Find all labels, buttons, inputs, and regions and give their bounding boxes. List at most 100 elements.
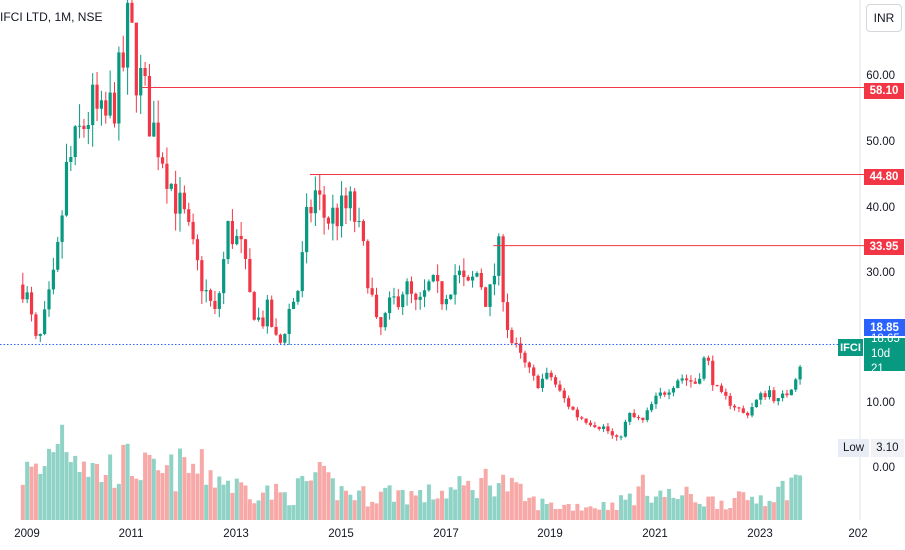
volume-bar xyxy=(780,480,785,520)
volume-bar xyxy=(204,484,209,520)
candle-body xyxy=(794,379,798,390)
last-price: 18.65 xyxy=(871,333,900,345)
candle-body xyxy=(21,284,25,300)
volume-bar xyxy=(562,504,567,520)
candle-body xyxy=(610,431,614,436)
volume-bar xyxy=(675,499,680,520)
volume-bar xyxy=(287,505,292,520)
candle-body xyxy=(519,343,523,353)
volume-bar xyxy=(112,487,117,520)
candle-body xyxy=(597,427,601,430)
volume-bar xyxy=(448,487,453,520)
candle-body xyxy=(353,191,357,222)
candle-body xyxy=(466,277,470,281)
level-price-badge[interactable]: 58.10 xyxy=(864,83,904,99)
volume-bar xyxy=(348,494,353,520)
candle-body xyxy=(741,408,745,413)
volume-bar xyxy=(352,500,357,520)
volume-bar xyxy=(518,483,523,520)
volume-bar xyxy=(99,482,104,520)
level-price-badge[interactable]: 33.95 xyxy=(864,239,904,255)
currency-button[interactable]: INR xyxy=(866,4,902,32)
volume-bar xyxy=(544,503,549,520)
candle-body xyxy=(43,309,47,335)
volume-bar xyxy=(121,444,126,520)
volume-bar xyxy=(182,457,187,520)
volume-bar xyxy=(553,509,558,520)
volume-bar xyxy=(461,485,466,520)
candle-body xyxy=(523,352,527,363)
volume-bar xyxy=(378,491,383,520)
candle-body xyxy=(536,375,540,389)
volume-bar xyxy=(309,480,314,520)
candle-body xyxy=(191,221,195,240)
volume-bar xyxy=(247,499,252,520)
volume-bar xyxy=(339,486,344,520)
candle-body xyxy=(549,372,553,378)
volume-bar xyxy=(728,508,733,520)
candle-body xyxy=(29,292,34,315)
volume-bar xyxy=(191,463,196,520)
volume-bar xyxy=(95,463,100,520)
candle-body xyxy=(514,343,518,345)
candle-body xyxy=(436,275,440,282)
time-axis-label: 202 xyxy=(848,528,868,540)
time-axis-label: 2011 xyxy=(118,528,144,540)
candle-body xyxy=(453,275,457,295)
volume-bar xyxy=(736,491,741,520)
volume-bar xyxy=(125,443,130,520)
volume-bar xyxy=(688,494,693,520)
candle-body xyxy=(789,389,793,396)
volume-bar xyxy=(693,502,698,520)
candle-body xyxy=(405,281,409,295)
candle-body xyxy=(593,425,597,428)
candle-body xyxy=(47,289,51,310)
candle-body xyxy=(283,333,287,343)
candle-body xyxy=(632,412,636,418)
volume-bar xyxy=(343,490,348,520)
volume-bar xyxy=(653,496,658,520)
volume-bar xyxy=(540,498,545,520)
candle-body xyxy=(204,290,208,292)
candle-body xyxy=(615,435,619,437)
candle-body xyxy=(667,392,671,395)
volume-bar xyxy=(243,485,248,520)
candle-body xyxy=(636,417,641,419)
candle-body xyxy=(396,296,400,308)
volume-bar xyxy=(440,490,445,520)
candle-body xyxy=(73,126,77,158)
candle-body xyxy=(335,207,339,227)
candle-body xyxy=(728,395,732,406)
candle-body xyxy=(658,392,662,396)
volume-bar xyxy=(531,496,536,520)
volume-bar xyxy=(474,498,479,520)
volume-bar xyxy=(505,491,510,520)
volume-bar xyxy=(335,500,340,520)
volume-bar xyxy=(536,510,541,520)
level-price-badge[interactable]: 44.80 xyxy=(864,169,904,185)
candle-body xyxy=(187,209,191,222)
candle-body xyxy=(781,393,785,399)
low-indicator: Low 3.10 xyxy=(838,439,904,457)
volume-bar xyxy=(230,492,235,520)
volume-bar xyxy=(160,473,165,520)
candle-body xyxy=(763,393,767,398)
candle-body xyxy=(388,297,392,314)
candle-body xyxy=(676,380,680,388)
candle-body xyxy=(623,421,628,437)
candle-body xyxy=(182,192,186,210)
candle-body xyxy=(348,191,352,209)
volume-bar xyxy=(605,509,610,520)
volume-bar xyxy=(129,475,134,520)
candle-body xyxy=(134,22,138,96)
candle-body xyxy=(497,236,501,276)
volume-bar xyxy=(426,484,431,520)
candle-body xyxy=(571,406,575,410)
volume-bar xyxy=(758,495,763,520)
candle-body xyxy=(484,287,488,307)
last-price-badge: 18.65 10d 21 xyxy=(864,333,905,375)
volume-bar xyxy=(793,474,798,520)
candle-body xyxy=(510,329,514,344)
volume-bar xyxy=(68,462,73,520)
